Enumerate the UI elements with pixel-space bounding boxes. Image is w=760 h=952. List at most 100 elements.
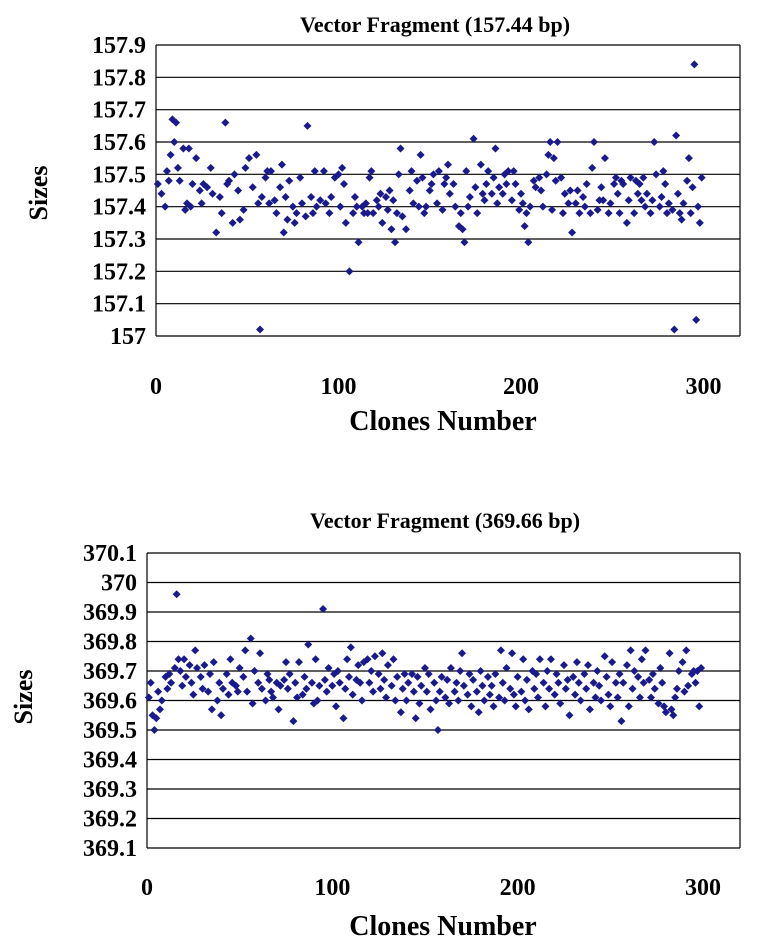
data-point [319, 605, 328, 614]
data-point [191, 646, 200, 655]
data-point [296, 173, 305, 182]
data-point [476, 160, 485, 169]
data-point [378, 218, 387, 227]
data-point [224, 690, 233, 699]
data-point [504, 167, 513, 176]
data-point [334, 170, 343, 179]
data-point [485, 690, 494, 699]
data-point [197, 199, 206, 208]
data-point [174, 655, 183, 664]
data-point [189, 690, 198, 699]
data-point [639, 173, 648, 182]
data-point [537, 186, 546, 195]
data-point [167, 678, 176, 687]
data-point [543, 667, 552, 675]
y-axis-label: Sizes [24, 166, 53, 221]
data-point [561, 684, 570, 693]
data-point [239, 672, 248, 681]
data-point [344, 672, 353, 681]
data-point [417, 681, 426, 690]
y-tick-label: 157.7 [92, 98, 146, 124]
data-point [303, 121, 312, 130]
y-tick-label: 157 [110, 324, 146, 350]
data-point [697, 664, 706, 673]
data-point [513, 672, 522, 681]
data-point [165, 669, 174, 678]
data-point [637, 196, 646, 205]
data-point [217, 711, 226, 720]
data-point [235, 664, 244, 673]
data-point [476, 667, 485, 675]
data-point [582, 180, 591, 189]
plot-area: 157 157.1 157.2 157.3 157.4 157.5 157.6 157.7 15… [92, 33, 741, 400]
data-point [257, 192, 266, 201]
data-point [658, 678, 667, 687]
data-point [664, 199, 673, 208]
data-point [467, 702, 476, 711]
data-point [402, 225, 411, 234]
data-point [239, 205, 248, 214]
data-point [407, 167, 416, 176]
data-point [545, 684, 554, 693]
data-point [186, 202, 195, 211]
data-point [671, 693, 680, 702]
data-point [277, 160, 286, 169]
data-point [446, 664, 455, 673]
data-point [304, 640, 313, 649]
data-point [283, 215, 292, 224]
data-point [335, 678, 344, 687]
data-point [686, 209, 695, 218]
data-point [521, 696, 530, 705]
data-point [474, 708, 483, 717]
data-point [669, 711, 678, 720]
data-point [606, 199, 615, 208]
data-point [173, 163, 182, 172]
y-tick-label: 157.5 [92, 162, 146, 188]
data-point [175, 176, 184, 185]
data-point [599, 196, 608, 205]
data-point [414, 202, 423, 211]
data-point [680, 687, 689, 696]
data-point [349, 209, 358, 218]
data-point [531, 183, 540, 192]
data-point [372, 196, 381, 205]
data-point [542, 170, 551, 179]
data-point [308, 209, 317, 218]
plot-area: 369.1 369.2 369.3 369.4 369.5 369.6 369.7 369.8… [83, 541, 741, 901]
y-tick-label: 370 [101, 571, 137, 597]
y-tick-label: 369.9 [83, 600, 137, 626]
data-point [254, 199, 263, 208]
data-point [221, 118, 230, 127]
data-point [552, 669, 561, 678]
data-point [541, 702, 550, 711]
data-point [560, 189, 569, 198]
data-point [361, 199, 370, 208]
data-point [270, 196, 279, 205]
data-point [498, 189, 507, 198]
data-point [440, 180, 449, 189]
data-point [429, 170, 438, 179]
data-point [181, 205, 190, 214]
data-point [571, 199, 580, 208]
data-point [506, 684, 515, 693]
data-point [320, 675, 329, 684]
data-point [524, 705, 533, 714]
y-tick-label: 369.8 [83, 630, 137, 656]
data-point [529, 176, 538, 185]
data-point [472, 687, 481, 696]
data-point [291, 678, 300, 687]
data-point [458, 225, 467, 234]
data-point [591, 693, 600, 702]
data-point [511, 180, 520, 189]
data-point [393, 672, 402, 681]
data-point [652, 170, 661, 179]
data-point [569, 672, 578, 681]
data-point [172, 118, 181, 127]
data-point [600, 154, 609, 163]
data-point [551, 176, 560, 185]
data-point [188, 180, 197, 189]
data-point [697, 173, 706, 182]
y-tick-label: 157.9 [92, 33, 146, 59]
data-point [162, 167, 171, 176]
data-point [274, 705, 283, 714]
